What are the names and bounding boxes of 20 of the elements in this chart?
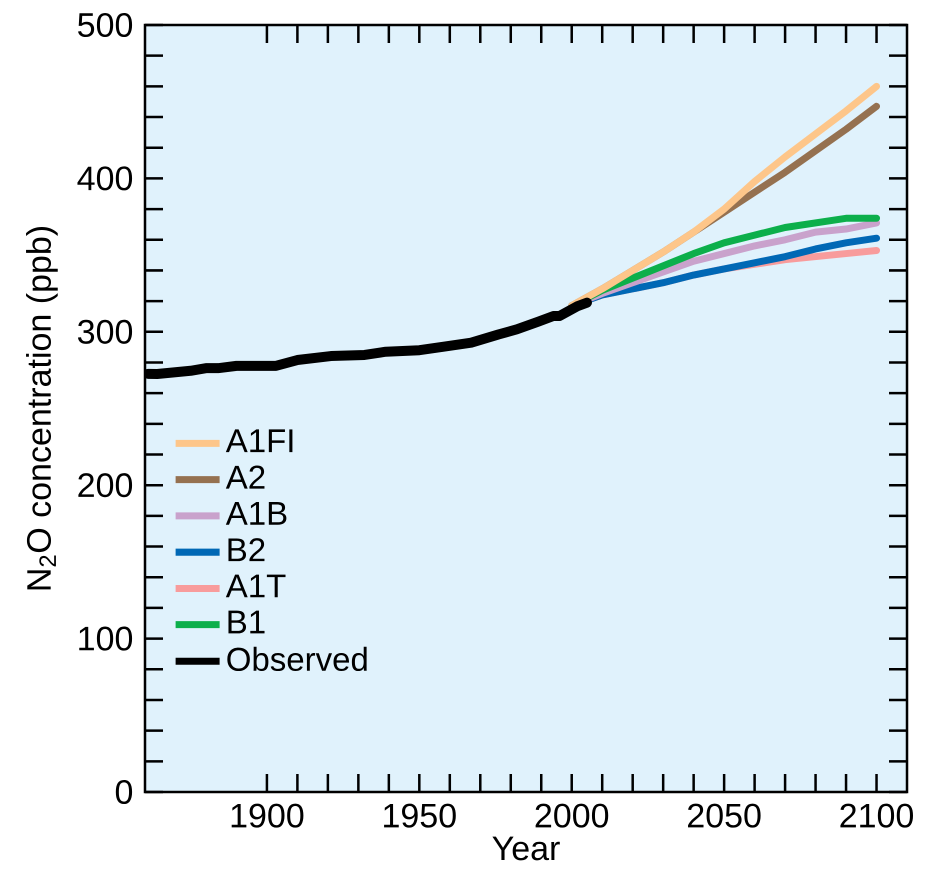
y-tick-label: 200 — [78, 473, 132, 498]
legend-label: B1 — [228, 610, 265, 634]
legend-label: A1FI — [226, 429, 292, 452]
legend-label: A1T — [226, 574, 286, 598]
x-tick-label: 1900 — [232, 804, 304, 828]
y-tick-label: 500 — [78, 12, 132, 38]
y-tick-label: 0 — [116, 780, 132, 804]
y-tick-label: 300 — [78, 320, 132, 344]
x-tick-label: 2000 — [536, 804, 608, 828]
legend-label: Observed — [227, 646, 367, 672]
y-tick-label: 100 — [79, 626, 132, 651]
legend-label: A1B — [226, 502, 286, 525]
y-tick-label: 400 — [77, 166, 132, 190]
x-tick-label: 1950 — [384, 804, 456, 828]
x-axis-title: Year — [492, 836, 560, 860]
legend-label: B2 — [228, 538, 264, 562]
x-tick-label: 2100 — [840, 804, 914, 828]
legend-label: A2 — [226, 466, 264, 489]
y-axis-title: N$_{2}$O concentration (ppb) — [26, 227, 58, 590]
x-tick-label: 2050 — [688, 804, 761, 828]
